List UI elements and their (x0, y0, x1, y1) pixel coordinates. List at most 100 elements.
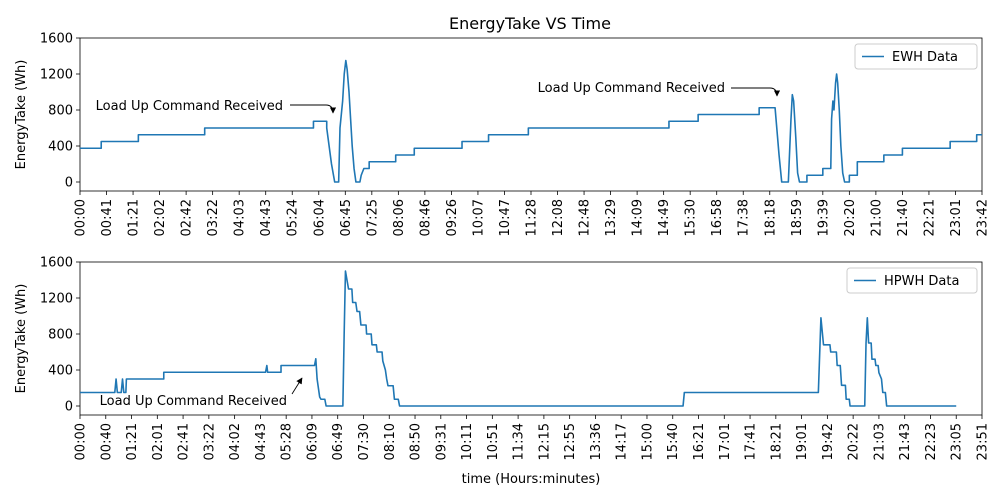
x-tick-label: 03:22 (206, 199, 221, 236)
x-tick-label: 02:01 (151, 423, 166, 460)
x-tick-label: 19:42 (821, 423, 836, 460)
x-tick-label: 10:07 (471, 199, 486, 236)
x-tick-label: 12:08 (551, 199, 566, 236)
x-tick-label: 18:21 (769, 423, 784, 460)
x-tick-label: 12:15 (537, 423, 552, 460)
y-tick-label: 800 (48, 328, 73, 343)
x-tick-label: 23:05 (950, 423, 965, 460)
axes-frame (79, 261, 983, 416)
x-tick-label: 21:00 (869, 199, 884, 236)
x-tick-label: 07:30 (357, 423, 372, 460)
x-tick-label: 04:43 (254, 423, 269, 460)
legend: EWH Data (854, 43, 978, 70)
x-tick-label: 00:00 (74, 423, 89, 460)
x-tick-label: 16:58 (710, 199, 725, 236)
x-tick-label: 04:43 (259, 199, 274, 236)
x-tick-label: 08:10 (383, 423, 398, 460)
legend-box (846, 267, 978, 294)
legend: HPWH Data (846, 267, 978, 294)
x-tick-label: 12:48 (578, 199, 593, 236)
y-tick-label: 1200 (40, 292, 73, 307)
x-tick-label: 02:41 (177, 423, 192, 460)
legend-label: HPWH Data (884, 274, 959, 289)
series-line (80, 59, 982, 183)
x-tick-label: 08:50 (409, 423, 424, 460)
x-tick-label: 07:25 (365, 199, 380, 236)
x-tick-label: 23:01 (949, 199, 964, 236)
x-tick-label: 06:49 (331, 423, 346, 460)
annotation-label: Load Up Command Received (538, 81, 725, 96)
x-tick-label: 22:23 (924, 423, 939, 460)
x-tick-label: 17:01 (718, 423, 733, 460)
x-axis-label: time (Hours:minutes) (462, 472, 601, 487)
subplot-2: 0 400 800 1200 1600 00:00 00:40 01:21 02:01 02:41… (14, 256, 991, 488)
x-tick-label: 00:40 (99, 423, 114, 460)
x-tick-label: 13:36 (589, 423, 604, 460)
x-tick-label: 15:30 (684, 199, 699, 236)
x-tick-label: 14:17 (615, 423, 630, 460)
x-tick-label: 05:28 (280, 423, 295, 460)
x-tick-label: 17:38 (737, 199, 752, 236)
x-tick-label: 23:42 (976, 199, 991, 236)
annotation-label: Load Up Command Received (96, 99, 283, 114)
x-tick-label: 12:55 (563, 423, 578, 460)
y-tick-label: 1200 (40, 68, 73, 83)
y-axis-label: EnergyTake (Wh) (14, 284, 29, 394)
x-tick-label: 02:42 (180, 199, 195, 236)
x-tick-label: 11:28 (525, 199, 540, 236)
x-tick-label: 17:41 (744, 423, 759, 460)
x-tick-label: 10:11 (460, 423, 475, 460)
x-tick-label: 19:39 (816, 199, 831, 236)
x-tick-label: 05:24 (286, 199, 301, 236)
x-tick-label: 11:34 (512, 423, 527, 460)
series-line (80, 270, 957, 407)
x-tick-label: 21:03 (872, 423, 887, 460)
y-tick-label: 400 (48, 364, 73, 379)
y-axis-label: EnergyTake (Wh) (14, 60, 29, 170)
x-tick-label: 01:21 (127, 199, 142, 236)
legend-label: EWH Data (892, 50, 958, 65)
x-tick-label: 06:45 (339, 199, 354, 236)
annotation-arrow (731, 87, 781, 97)
x-tick-label: 14:09 (631, 199, 646, 236)
x-tick-label: 14:49 (657, 199, 672, 236)
x-tick-label: 08:46 (418, 199, 433, 236)
y-tick-label: 1600 (40, 256, 73, 271)
annotation-arrow (291, 377, 303, 395)
x-tick-label: 01:21 (125, 423, 140, 460)
x-tick-label: 22:21 (922, 199, 937, 236)
y-tick-label: 800 (48, 104, 73, 119)
x-tick-label: 04:03 (233, 199, 248, 236)
subplot-1: 0 400 800 1200 1600 00:00 00:41 01:21 02:02 02:42… (14, 32, 991, 237)
x-tick-label: 00:41 (100, 199, 115, 236)
legend-box (854, 43, 978, 70)
x-tick-label: 19:01 (795, 423, 810, 460)
x-tick-label: 13:29 (604, 199, 619, 236)
x-tick-label: 21:43 (898, 423, 913, 460)
x-tick-label: 21:40 (896, 199, 911, 236)
y-tick-label: 1600 (40, 32, 73, 47)
x-tick-label: 16:21 (692, 423, 707, 460)
annotation-arrow (290, 104, 337, 114)
x-tick-label: 08:06 (392, 199, 407, 236)
x-tick-label: 10:47 (498, 199, 513, 236)
x-tick-label: 10:51 (486, 423, 501, 460)
annotation-label: Load Up Command Received (100, 394, 287, 409)
x-tick-label: 20:20 (843, 199, 858, 236)
y-tick-label: 0 (65, 400, 73, 415)
x-tick-label: 20:22 (847, 423, 862, 460)
x-tick-label: 18:18 (763, 199, 778, 236)
x-tick-label: 09:26 (445, 199, 460, 236)
x-tick-label: 02:02 (153, 199, 168, 236)
y-tick-label: 400 (48, 140, 73, 155)
x-tick-label: 23:51 (976, 423, 991, 460)
x-tick-label: 15:40 (666, 423, 681, 460)
x-tick-label: 06:09 (305, 423, 320, 460)
x-tick-label: 06:04 (312, 199, 327, 236)
x-tick-label: 15:00 (640, 423, 655, 460)
chart-title: EnergyTake VS Time (449, 14, 611, 33)
x-tick-label: 00:00 (74, 199, 89, 236)
y-tick-label: 0 (65, 176, 73, 191)
